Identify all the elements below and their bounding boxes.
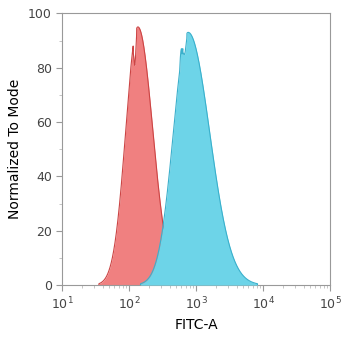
Y-axis label: Normalized To Mode: Normalized To Mode bbox=[8, 79, 22, 219]
X-axis label: FITC-A: FITC-A bbox=[174, 318, 218, 332]
